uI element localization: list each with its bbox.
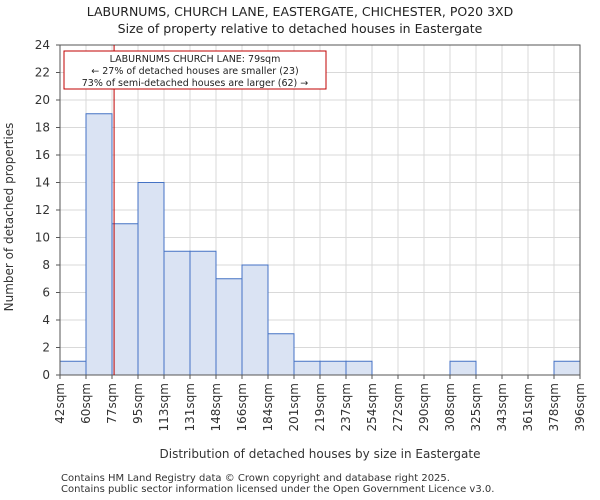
bar-0 [59,360,87,376]
y-tick-label-2: 4 [42,313,50,327]
x-tick-label-16: 325sqm [469,383,483,431]
x-tick-label-9: 201sqm [287,383,301,431]
y-tick-label-7: 14 [35,176,50,190]
bar-4 [163,250,191,376]
y-tick-label-5: 10 [35,231,50,245]
bar-2 [111,223,139,376]
x-tick-label-10: 219sqm [313,383,327,431]
x-axis-label: Distribution of detached houses by size … [160,447,481,461]
y-tick-label-12: 24 [35,38,50,52]
bar-6 [215,278,243,376]
annotation-line-3: 73% of semi-detached houses are larger (… [82,78,309,89]
x-tick-label-20: 396sqm [573,383,587,431]
bar-8 [267,333,295,376]
y-tick-label-3: 6 [42,286,50,300]
annotation-line-1: LABURNUMS CHURCH LANE: 79sqm [110,54,281,65]
property-marker: LABURNUMS CHURCH LANE: 79sqm← 27% of det… [63,45,327,375]
x-tick-label-0: 42sqm [53,383,67,424]
x-axis-ticks: 42sqm 60sqm 77sqm 95sqm 113sqm 131sqm 148sqm 16… [53,375,587,431]
chart-title: LABURNUMS, CHURCH LANE, EASTERGATE, CHIC… [86,4,514,19]
x-tick-label-1: 60sqm [79,383,93,424]
x-tick-label-7: 166sqm [235,383,249,431]
x-tick-label-6: 148sqm [209,383,223,431]
bar-10 [319,360,347,376]
bar-3 [137,182,165,376]
y-tick-label-4: 8 [42,258,50,272]
x-tick-label-2: 77sqm [105,383,119,424]
x-tick-label-5: 131sqm [183,383,197,431]
grid-lines [60,44,580,376]
bar-9 [293,360,321,376]
y-tick-label-8: 16 [35,148,50,162]
x-tick-label-18: 361sqm [521,383,535,431]
footer-licence: Contains public sector information licen… [61,484,495,495]
bar-7 [241,264,269,376]
y-tick-label-9: 18 [35,121,50,135]
x-tick-label-17: 343sqm [495,383,509,431]
y-tick-label-1: 2 [42,341,50,355]
x-tick-label-3: 95sqm [131,383,145,424]
bar-5 [189,250,217,376]
x-tick-label-12: 254sqm [365,383,379,431]
bars [59,113,581,376]
annotation-box [63,50,327,90]
bar-15 [449,360,477,376]
y-axis-label: Number of detached properties [2,123,16,312]
x-tick-label-8: 184sqm [261,383,275,431]
y-tick-label-0: 0 [42,368,50,382]
x-tick-label-15: 308sqm [443,383,457,431]
footer-copyright: Contains HM Land Registry data © Crown c… [61,473,450,484]
annotation-line-2: ← 27% of detached houses are smaller (23… [91,66,298,77]
x-tick-label-13: 272sqm [391,383,405,431]
x-tick-label-14: 290sqm [417,383,431,431]
bar-1 [85,113,113,376]
y-tick-label-10: 20 [35,93,50,107]
y-tick-label-11: 22 [35,66,50,80]
x-tick-label-11: 237sqm [339,383,353,431]
chart-subtitle: Size of property relative to detached ho… [117,21,483,36]
x-tick-label-19: 378sqm [547,383,561,431]
y-tick-label-6: 12 [35,203,50,217]
x-tick-label-4: 113sqm [157,383,171,431]
bar-19 [553,360,581,376]
bar-11 [345,360,373,376]
